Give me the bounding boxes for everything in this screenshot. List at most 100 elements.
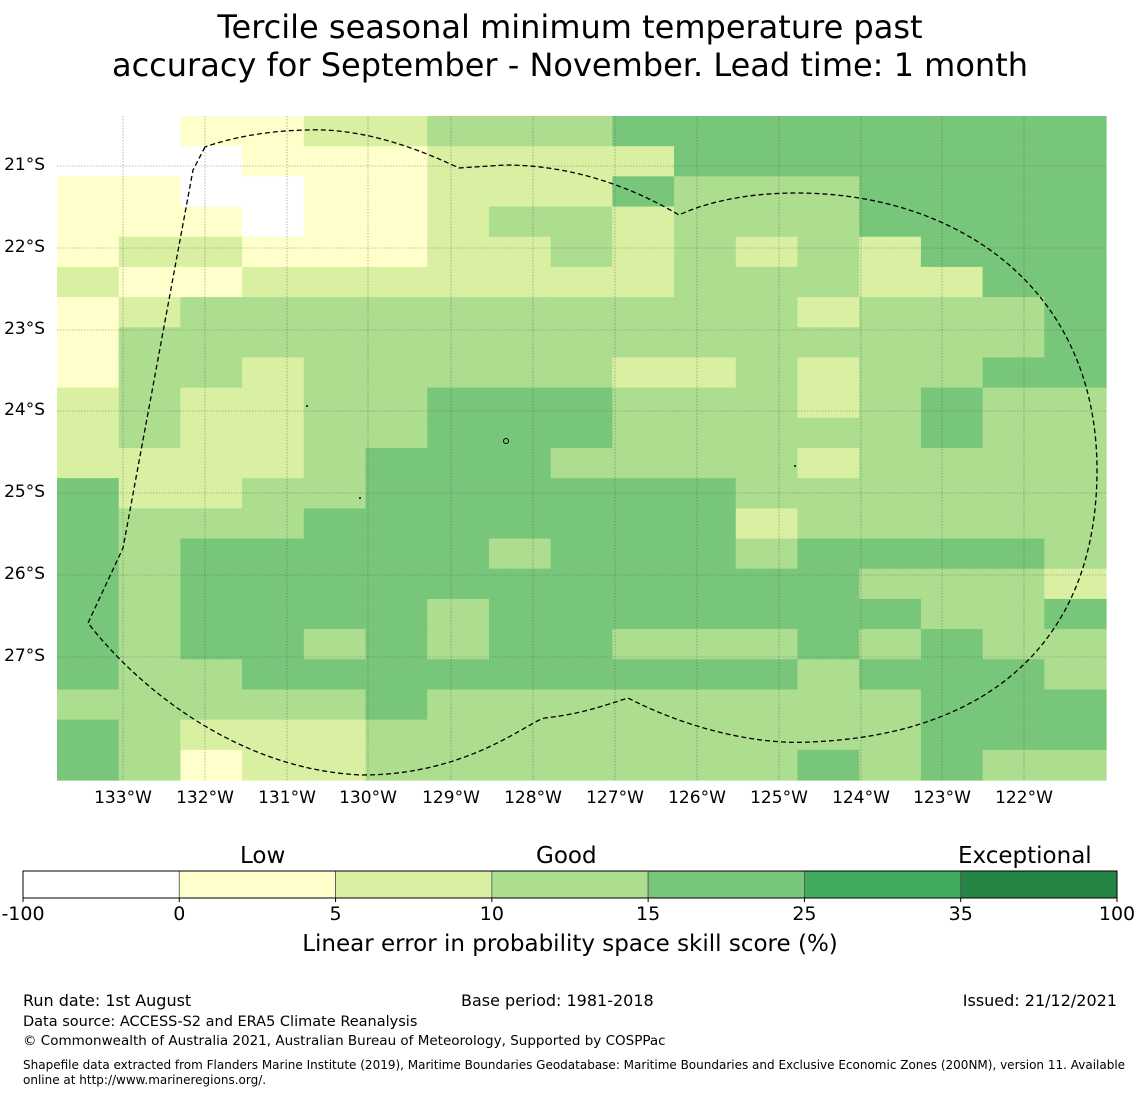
grid-cell	[1044, 116, 1107, 147]
grid-cell	[612, 417, 675, 449]
grid-cell	[488, 206, 552, 238]
grid-cell	[365, 176, 428, 208]
grid-cell	[982, 689, 1045, 721]
grid-cell	[427, 478, 490, 509]
grid-cell	[1044, 266, 1107, 298]
grid-cell	[920, 719, 984, 751]
grid-cell	[735, 719, 799, 751]
grid-cell	[920, 448, 984, 479]
grid-cell	[920, 417, 984, 449]
grid-cell	[57, 448, 120, 479]
grid-cell	[242, 266, 305, 298]
grid-cell	[303, 508, 367, 540]
grid-cell	[982, 266, 1045, 298]
grid-cell	[612, 719, 675, 751]
colorbar-segment	[960, 870, 1118, 899]
grid-cell	[550, 448, 613, 479]
grid-cell	[118, 719, 182, 751]
grid-cell	[242, 327, 305, 359]
grid-cell	[550, 236, 613, 268]
grid-cell	[982, 719, 1045, 751]
grid-cell	[735, 508, 799, 540]
grid-cell	[488, 689, 552, 721]
grid-cell	[118, 176, 182, 208]
grid-cell	[57, 749, 120, 781]
grid-cell	[735, 568, 799, 600]
grid-cell	[797, 659, 860, 691]
grid-cell	[118, 387, 182, 419]
longitude-label: 124°W	[832, 788, 890, 808]
grid-cell	[303, 146, 367, 177]
grid-cell	[57, 659, 120, 691]
grid-cell	[982, 749, 1045, 781]
grid-cell	[797, 146, 860, 177]
grid-cell	[797, 266, 860, 298]
grid-cell	[612, 689, 675, 721]
grid-cell	[427, 357, 490, 389]
grid-cell	[674, 749, 737, 781]
grid-cell	[920, 176, 984, 208]
grid-cell	[920, 508, 984, 540]
colorbar-label-low: Low	[240, 843, 286, 869]
grid-cell	[982, 598, 1045, 630]
grid-cell	[550, 659, 613, 691]
grid-cell	[920, 598, 984, 630]
grid-cell	[735, 478, 799, 509]
grid-cell	[735, 176, 799, 208]
grid-cell	[674, 387, 737, 419]
latitude-label: 27°S	[4, 646, 45, 666]
grid-cell	[242, 749, 305, 781]
grid-cell	[488, 417, 552, 449]
grid-cell	[797, 719, 860, 751]
grid-cell	[735, 629, 799, 660]
grid-cell	[57, 629, 120, 660]
grid-cell	[488, 749, 552, 781]
grid-cell	[550, 176, 613, 208]
grid-cell	[612, 387, 675, 419]
grid-cell	[242, 598, 305, 630]
grid-cell	[797, 478, 860, 509]
grid-cell	[674, 266, 737, 298]
grid-cell	[303, 749, 367, 781]
colorbar-tick-label: 0	[173, 903, 186, 925]
colorbar-segment	[804, 870, 962, 899]
grid-cell	[550, 508, 613, 540]
grid-cell	[674, 659, 737, 691]
island-mark	[359, 497, 361, 499]
grid-cell	[674, 508, 737, 540]
grid-cell	[57, 478, 120, 509]
grid-cell	[859, 689, 922, 721]
grid-cell	[612, 448, 675, 479]
grid-cell	[982, 357, 1045, 389]
grid-cell	[920, 146, 984, 177]
grid-cell	[57, 327, 120, 359]
grid-cell	[488, 327, 552, 359]
grid-cell	[1044, 387, 1107, 419]
grid-cell	[180, 176, 243, 208]
grid-cell	[57, 357, 120, 389]
grid-cell	[57, 538, 120, 570]
grid-cell	[612, 146, 675, 177]
grid-cell	[859, 629, 922, 660]
grid-cell	[242, 146, 305, 177]
grid-cell	[1044, 478, 1107, 509]
grid-cell	[57, 719, 120, 751]
grid-cell	[550, 357, 613, 389]
grid-cell	[735, 387, 799, 419]
grid-cell	[920, 206, 984, 238]
grid-cell	[118, 236, 182, 268]
shapefile-credit-line-1: Shapefile data extracted from Flanders M…	[23, 1058, 1126, 1072]
grid-cell	[427, 387, 490, 419]
grid-cell	[365, 568, 428, 600]
grid-cell	[797, 327, 860, 359]
grid-cell	[242, 659, 305, 691]
grid-cell	[982, 297, 1045, 328]
grid-cell	[674, 568, 737, 600]
grid-cell	[859, 266, 922, 298]
grid-cell	[427, 236, 490, 268]
grid-cell	[118, 659, 182, 691]
grid-cell	[427, 538, 490, 570]
grid-cell	[180, 236, 243, 268]
grid-cell	[982, 206, 1045, 238]
grid-cell	[859, 357, 922, 389]
